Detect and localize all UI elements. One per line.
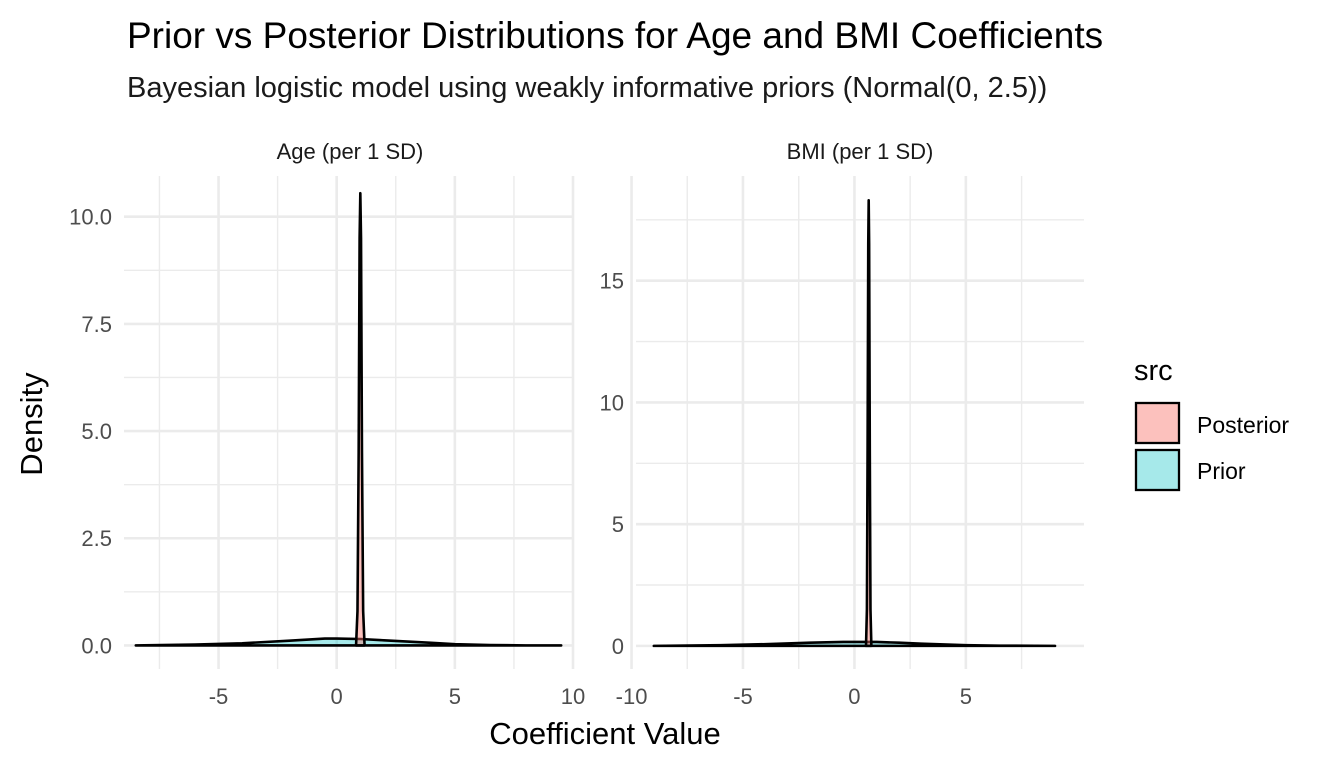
panel-strip-age: Age (per 1 SD) [277,139,424,164]
legend-title: src [1134,355,1173,387]
y-tick-label: 7.5 [81,312,112,337]
panel-age: -5 0 5 10 0.0 2.5 5.0 7.5 10.0 [69,176,585,709]
x-tick-label: 10 [561,684,585,709]
prior-density-area [652,640,1057,648]
y-tick-label: 10 [600,390,624,415]
y-tick-label: 15 [600,269,624,294]
posterior-density-area [354,191,366,647]
x-tick-label: -5 [733,684,753,709]
x-tick-label: -10 [616,684,648,709]
y-tick-label: 5.0 [81,419,112,444]
posterior-density-area [864,199,873,648]
legend: src Posterior Prior [1134,355,1289,492]
y-tick-label: 0.0 [81,633,112,658]
chart-title: Prior vs Posterior Distributions for Age… [127,15,1103,56]
y-tick-label: 0 [612,634,624,659]
x-tick-label: 5 [960,684,972,709]
x-tick-label: 5 [449,684,461,709]
x-tick-label: 0 [848,684,860,709]
y-axis-title: Density [14,372,49,476]
x-tick-label: 0 [331,684,343,709]
legend-key-prior [1134,448,1181,492]
panel-strip-bmi: BMI (per 1 SD) [787,139,934,164]
legend-label-posterior: Posterior [1197,412,1289,438]
y-tick-label: 5 [612,512,624,537]
chart-subtitle: Bayesian logistic model using weakly inf… [127,72,1047,104]
panel-bmi: -10 -5 0 5 0 5 10 15 [600,176,1084,709]
legend-label-prior: Prior [1197,458,1246,484]
legend-key-posterior [1134,401,1181,445]
y-tick-label: 10.0 [69,205,112,230]
x-tick-label: -5 [209,684,229,709]
x-axis-title: Coefficient Value [489,716,721,751]
prior-density-area [134,637,563,647]
y-tick-label: 2.5 [81,526,112,551]
